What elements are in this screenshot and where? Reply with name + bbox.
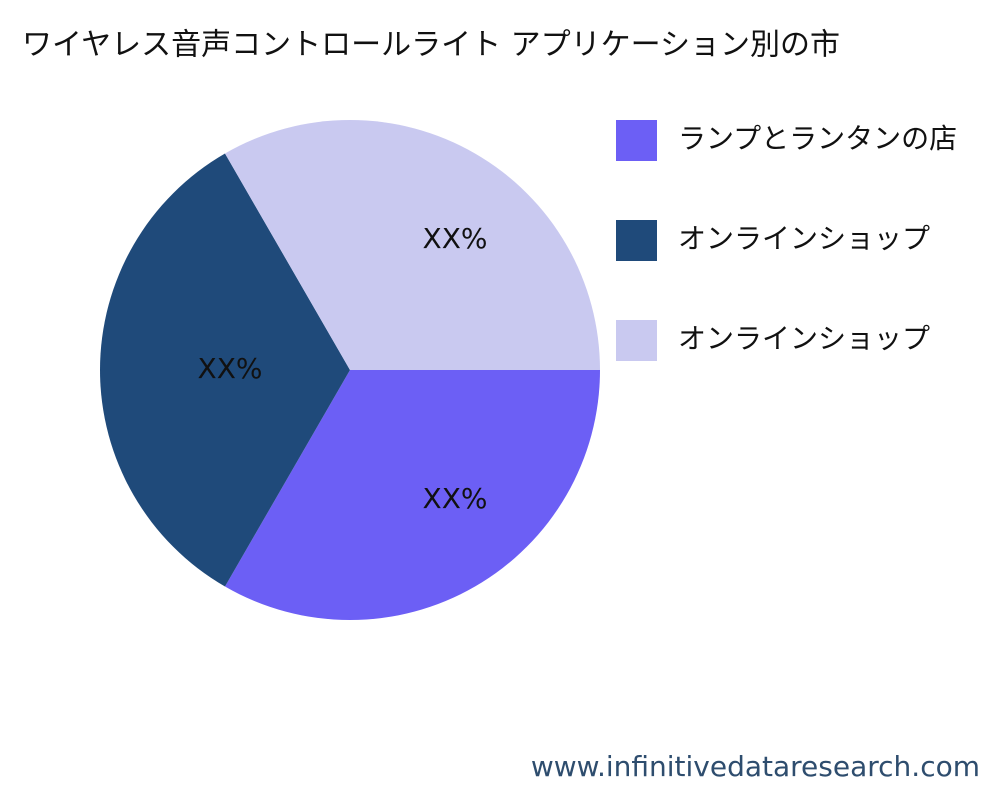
legend-swatch — [616, 220, 657, 261]
pie-slice — [225, 370, 600, 620]
legend-label: オンラインショップ — [678, 222, 930, 255]
pie-slice — [225, 119, 600, 370]
legend-swatch — [616, 320, 657, 361]
data-label: XX% — [423, 482, 488, 515]
legend-label: ランプとランタンの店 — [678, 122, 957, 155]
chart-title: ワイヤレス音声コントロールライト アプリケーション別の市 — [22, 28, 840, 63]
legend-label: オンラインショップ — [678, 322, 930, 355]
data-label: XX% — [423, 222, 488, 255]
data-label: XX% — [198, 352, 263, 385]
footer: www.infinitivedataresearch.com — [531, 750, 980, 783]
legend-swatch — [616, 120, 657, 161]
